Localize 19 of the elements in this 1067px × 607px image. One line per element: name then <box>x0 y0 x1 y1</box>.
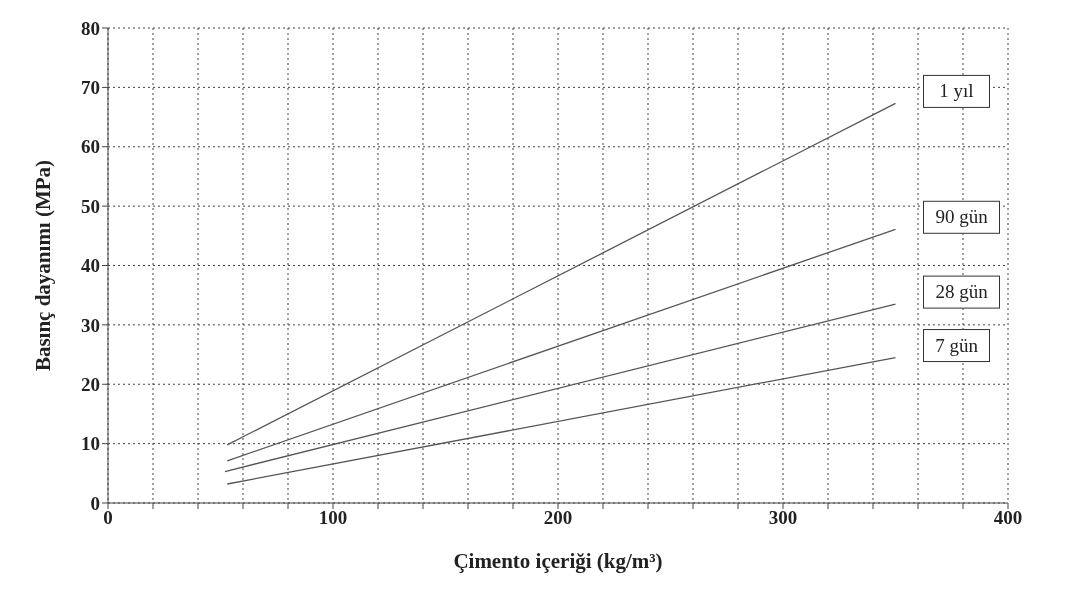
text: 1 yıl <box>939 80 974 102</box>
x-tick-label: 100 <box>318 507 348 529</box>
y-axis-title: Basınç dayanımı (MPa) <box>31 159 56 372</box>
x-tick-label: 400 <box>993 507 1023 529</box>
y-tick-label: 50 <box>81 195 100 217</box>
x-axis-title: Çimento içeriği (kg/m³) <box>453 549 663 573</box>
x-tick-label: 200 <box>543 507 573 529</box>
y-tick-label: 20 <box>81 373 100 395</box>
text: 90 gün <box>935 206 989 228</box>
x-tick-label: 300 <box>768 507 798 529</box>
y-tick-label: 70 <box>81 77 100 99</box>
y-tick-label: 80 <box>81 17 100 39</box>
y-tick-label: 30 <box>81 314 100 336</box>
text: 7 gün <box>935 334 979 356</box>
y-tick-label: 40 <box>81 255 100 277</box>
y-tick-label: 0 <box>90 492 100 514</box>
text: 28 gün <box>935 281 989 303</box>
y-tick-label: 10 <box>81 433 100 455</box>
y-tick-label: 60 <box>81 136 100 158</box>
